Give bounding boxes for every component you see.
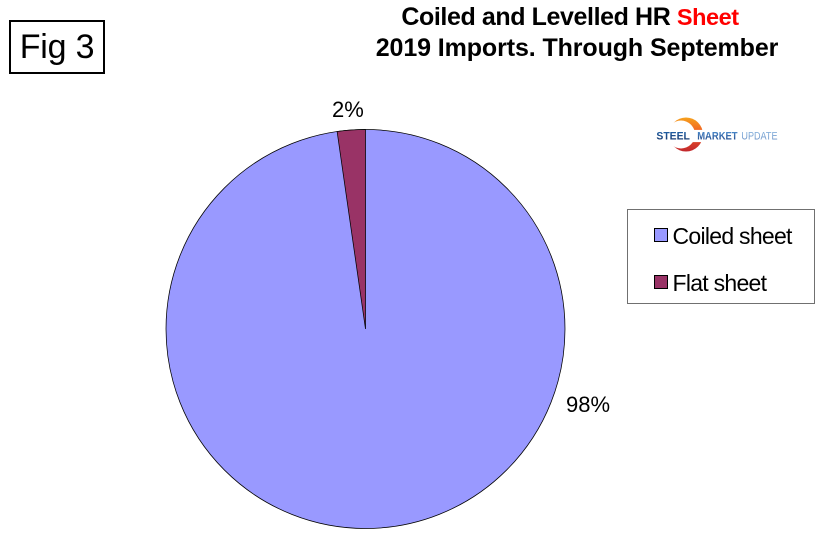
svg-text:STEEL: STEEL [656, 131, 690, 143]
svg-text:MARKET: MARKET [697, 131, 737, 143]
svg-text:UPDATE: UPDATE [741, 131, 777, 143]
